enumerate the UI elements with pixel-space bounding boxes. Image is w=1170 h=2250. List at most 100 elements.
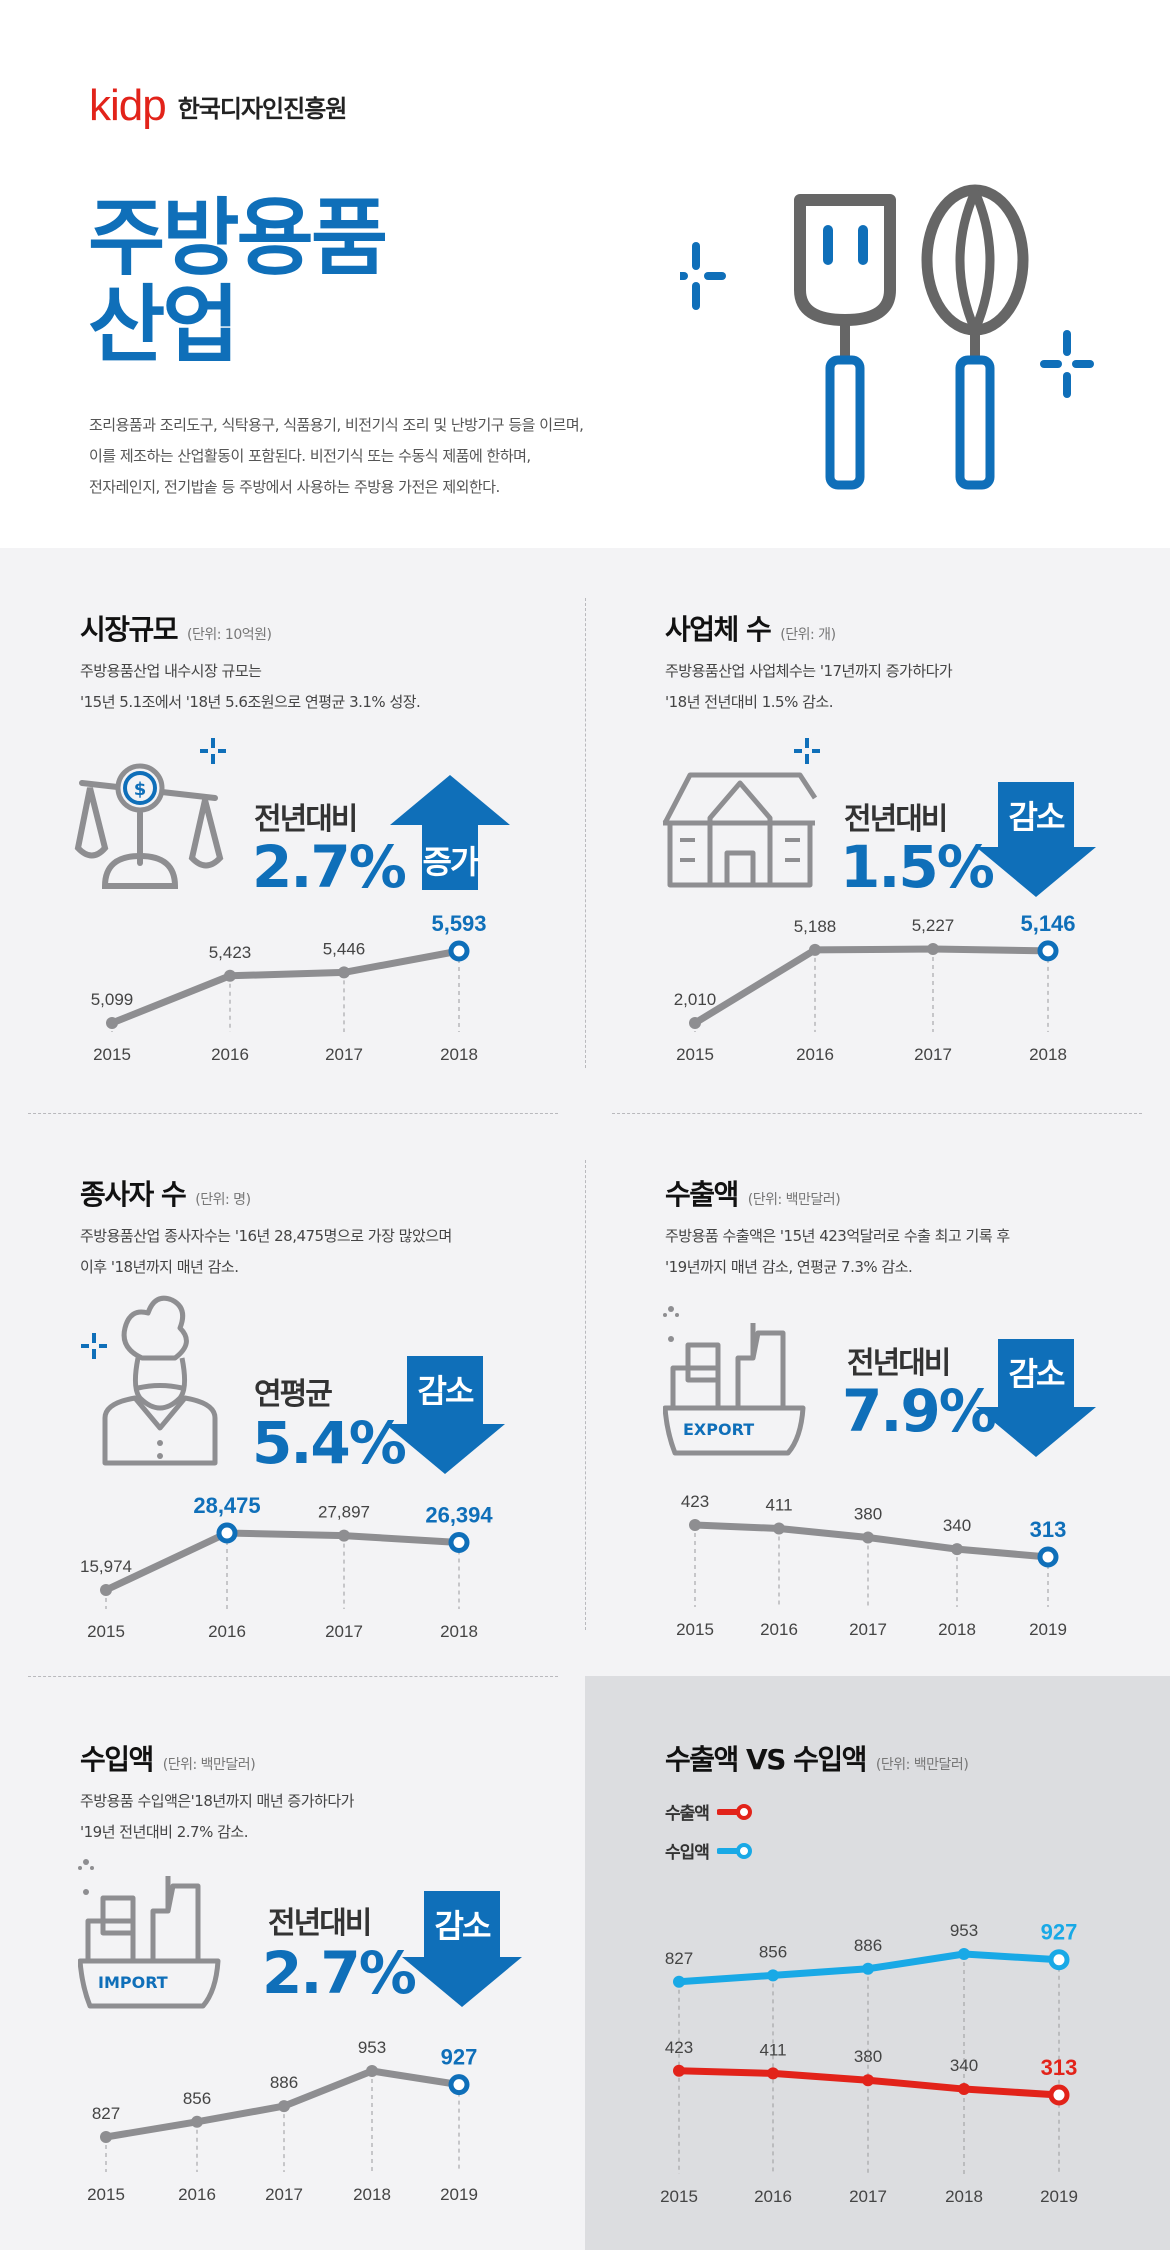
title-text: 시장규모 xyxy=(80,613,179,646)
data-point xyxy=(862,1962,874,1975)
legend-export: 수출액 xyxy=(665,1799,753,1824)
employees-line-chart: 2015 2016 2017 2018 15,974 28,475 27,897 26,394 xyxy=(80,1493,493,1641)
series-line xyxy=(102,1529,463,1594)
change-label: 전년대비 xyxy=(254,802,358,837)
description-line: 조리용품과 조리도구, 식탁용구, 식품용기, 비전기식 조리 및 난방기구 등… xyxy=(89,416,584,434)
x-tick-label: 2015 xyxy=(93,1045,131,1064)
data-point xyxy=(927,943,939,955)
data-label: 5,188 xyxy=(794,917,837,936)
unit-label: (단위: 백만달러) xyxy=(162,1757,256,1773)
page-title-line1: 주방용품 xyxy=(88,189,388,287)
data-label: 27,897 xyxy=(318,1503,370,1522)
panel-employees: 종사자 수 (단위: 명) 주방용품산업 종사자수는 '16년 28,475명으로… xyxy=(0,1113,585,1676)
unit-label: (단위: 백만달러) xyxy=(747,1192,841,1208)
x-tick-label: 2017 xyxy=(849,2187,887,2206)
data-point xyxy=(338,966,350,979)
section-title: 시장규모 (단위: 10억원) xyxy=(80,608,272,648)
data-label: 953 xyxy=(358,2038,386,2057)
panel-export-vs-import: 수출액 VS 수입액 (단위: 백만달러) 수출액 수입액 2015 2016 201… xyxy=(585,1676,1170,2250)
data-point xyxy=(448,1531,470,1553)
divider xyxy=(612,1113,1142,1114)
data-label: 827 xyxy=(92,2104,120,2123)
data-label: 15,974 xyxy=(80,1557,132,1576)
title-text: 종사자 수 xyxy=(80,1178,187,1211)
data-label: 927 xyxy=(1041,1920,1078,1945)
unit-label: (단위: 명) xyxy=(195,1192,251,1208)
x-tick-label: 2019 xyxy=(440,2185,478,2204)
data-point xyxy=(809,943,821,956)
data-label: 423 xyxy=(665,2038,693,2057)
x-tick-label: 2017 xyxy=(325,1045,363,1064)
desc-line: 주방용품산업 종사자수는 '16년 28,475명으로 가장 많았으며 xyxy=(80,1227,452,1245)
desc-line: '18년 전년대비 1.5% 감소. xyxy=(665,693,834,711)
section-desc: 주방용품산업 사업체수는 '17년까지 증가하다가 '18년 전년대비 1.5%… xyxy=(665,656,953,718)
change-label: 전년대비 xyxy=(844,802,948,837)
data-point xyxy=(1048,2084,1070,2106)
data-point xyxy=(1037,1546,1059,1568)
x-tick-label: 2016 xyxy=(178,2185,216,2204)
import-line-chart: 2015 2016 2017 2018 2019 827 856 886 953 927 xyxy=(87,2038,478,2204)
title-text: 사업체 수 xyxy=(665,613,772,646)
unit-label: (단위: 10억원) xyxy=(187,627,272,643)
decrease-arrow: 감소 xyxy=(402,1891,522,2007)
change-value: 5.4% xyxy=(252,1409,407,1477)
series-line xyxy=(691,945,1052,1027)
change-value: 1.5% xyxy=(840,833,995,901)
desc-line: '15년 5.1조에서 '18년 5.6조원으로 연평균 3.1% 성장. xyxy=(80,693,421,711)
data-label: 313 xyxy=(1030,1517,1067,1542)
data-point xyxy=(689,1017,701,1029)
x-tick-label: 2017 xyxy=(325,1622,363,1641)
data-label: 411 xyxy=(765,1495,792,1514)
decrease-arrow: 감소 xyxy=(976,1339,1096,1457)
change-label: 전년대비 xyxy=(847,1346,951,1381)
data-label: 5,227 xyxy=(912,916,955,935)
data-point xyxy=(673,2064,685,2077)
section-title: 수입액 (단위: 백만달러) xyxy=(80,1738,256,1778)
divider xyxy=(585,1160,586,1630)
unit-label: (단위: 백만달러) xyxy=(875,1757,969,1773)
arrow-down-icon xyxy=(976,782,1096,897)
data-point xyxy=(448,2074,470,2096)
data-point xyxy=(767,1969,779,1982)
panel-import: 수입액 (단위: 백만달러) 주방용품 수입액은'18년까지 매년 증가하다가 '… xyxy=(0,1676,585,2250)
data-label: 5,593 xyxy=(431,911,486,936)
data-point xyxy=(1037,940,1059,962)
section-desc: 주방용품산업 종사자수는 '16년 28,475명으로 가장 많았으며 이후 '… xyxy=(80,1221,452,1283)
export-ship-icon: EXPORT xyxy=(663,1306,806,1456)
data-label: 5,423 xyxy=(209,943,252,962)
divider xyxy=(28,1113,558,1114)
desc-line: '19년 전년대비 2.7% 감소. xyxy=(80,1823,248,1841)
data-label: 340 xyxy=(950,2056,978,2075)
title-text: 수입액 xyxy=(80,1743,154,1776)
series-line xyxy=(108,947,463,1027)
x-tick-label: 2019 xyxy=(1040,2187,1078,2206)
ship-label: EXPORT xyxy=(683,1420,754,1439)
data-point xyxy=(862,2074,874,2087)
logo-mark: kidp xyxy=(89,81,167,130)
panel-business-count: 사업체 수 (단위: 개) 주방용품산업 사업체수는 '17년까지 증가하다가 '… xyxy=(585,548,1170,1113)
legend-red-marker-icon xyxy=(716,1803,752,1820)
x-tick-label: 2017 xyxy=(849,1620,887,1639)
arrow-label: 감소 xyxy=(417,1372,475,1410)
data-point xyxy=(100,1584,112,1596)
data-point xyxy=(338,1529,350,1542)
section-title: 수출액 VS 수입액 (단위: 백만달러) xyxy=(665,1738,969,1778)
x-tick-label: 2019 xyxy=(1029,1620,1067,1639)
data-label: 313 xyxy=(1041,2055,1078,2080)
scale-icon: $ xyxy=(74,738,226,889)
data-point xyxy=(106,1017,118,1029)
x-tick-label: 2016 xyxy=(208,1622,246,1641)
title-text: 수출액 VS 수입액 xyxy=(665,1743,867,1776)
data-point xyxy=(773,1522,785,1535)
x-tick-label: 2015 xyxy=(87,2185,125,2204)
data-label: 927 xyxy=(441,2045,478,2070)
arrow-label: 감소 xyxy=(1008,1355,1066,1393)
data-point xyxy=(278,2100,290,2113)
data-point xyxy=(958,1948,970,1960)
compare-line-chart: 2015 2016 2017 2018 2019 827 856 886 953 927 423 41… xyxy=(660,1920,1078,2206)
section-desc: 주방용품 수출액은 '15년 423억달러로 수출 최고 기록 후 '19년까지… xyxy=(665,1221,1010,1283)
change-value: 7.9% xyxy=(842,1377,997,1445)
data-point xyxy=(862,1531,874,1544)
data-label: 827 xyxy=(665,1949,693,1968)
market-line-chart: 2015 2016 2017 2018 5,099 5,423 5,446 5,593 xyxy=(91,911,487,1064)
